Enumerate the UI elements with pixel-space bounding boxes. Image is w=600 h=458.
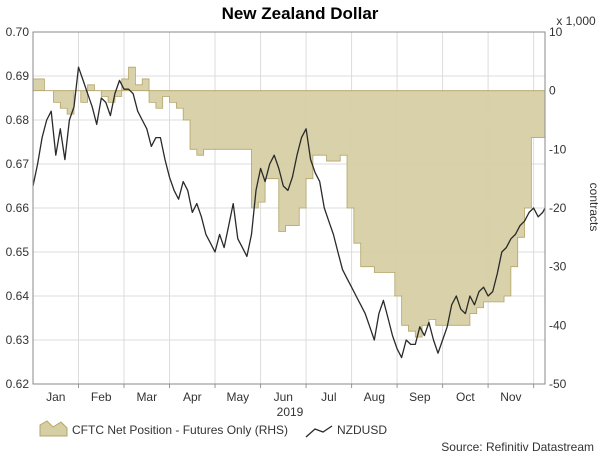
x-tick-label: Oct	[456, 390, 475, 404]
y-tick-label-left: 0.67	[6, 157, 30, 171]
y-tick-label-left: 0.65	[6, 245, 30, 259]
x-tick-label: Feb	[91, 390, 112, 404]
y-tick-label-left: 0.68	[6, 113, 30, 127]
legend-label-nzdusd: NZDUSD	[337, 423, 387, 437]
x-tick-label: Jan	[46, 390, 65, 404]
plot-area: 0.70 0.69 0.68 0.67 0.66 0.65 0.64 0.63 0.62 10 0 -…	[6, 25, 567, 404]
right-axis-title: contracts	[587, 183, 600, 232]
legend: CFTC Net Position - Futures Only (RHS) N…	[39, 420, 387, 438]
y-tick-label-right: -20	[549, 201, 567, 215]
y-tick-label-right: -50	[549, 377, 567, 391]
y-tick-label-right: -10	[549, 142, 567, 156]
x-tick-label: Mar	[136, 390, 157, 404]
y-tick-label-left: 0.64	[6, 289, 30, 303]
x-axis-label: 2019	[277, 405, 304, 419]
x-tick-label: May	[226, 390, 249, 404]
legend-label-cftc: CFTC Net Position - Futures Only (RHS)	[72, 423, 288, 437]
legend-swatch-cftc	[39, 420, 68, 437]
x-tick-label: Jun	[274, 390, 293, 404]
x-tick-label: Aug	[364, 390, 385, 404]
source-note: Source: Refinitiv Datastream	[441, 440, 594, 454]
y-tick-label-left: 0.69	[6, 69, 30, 83]
y-tick-label-right: -30	[549, 260, 567, 274]
x-tick-label: Nov	[500, 390, 521, 404]
x-tick-label: Jul	[321, 390, 336, 404]
y-tick-label-left: 0.63	[6, 333, 30, 347]
y-tick-label-left: 0.70	[6, 25, 30, 39]
y-tick-label-left: 0.66	[6, 201, 30, 215]
series-nzdusd-line	[32, 66, 546, 359]
chart-title: New Zealand Dollar	[222, 4, 379, 23]
x-tick-label: Apr	[183, 390, 202, 404]
x-tick-label: Sep	[409, 390, 431, 404]
y-tick-label-right: -40	[549, 318, 567, 332]
legend-swatch-nzdusd	[305, 425, 333, 438]
plot-frame	[32, 31, 546, 385]
right-axis-unit: x 1,000	[556, 14, 596, 28]
y-tick-label-right: 0	[549, 84, 556, 98]
y-tick-label-left: 0.62	[6, 377, 30, 391]
y-tick-label-right: 10	[549, 25, 563, 39]
